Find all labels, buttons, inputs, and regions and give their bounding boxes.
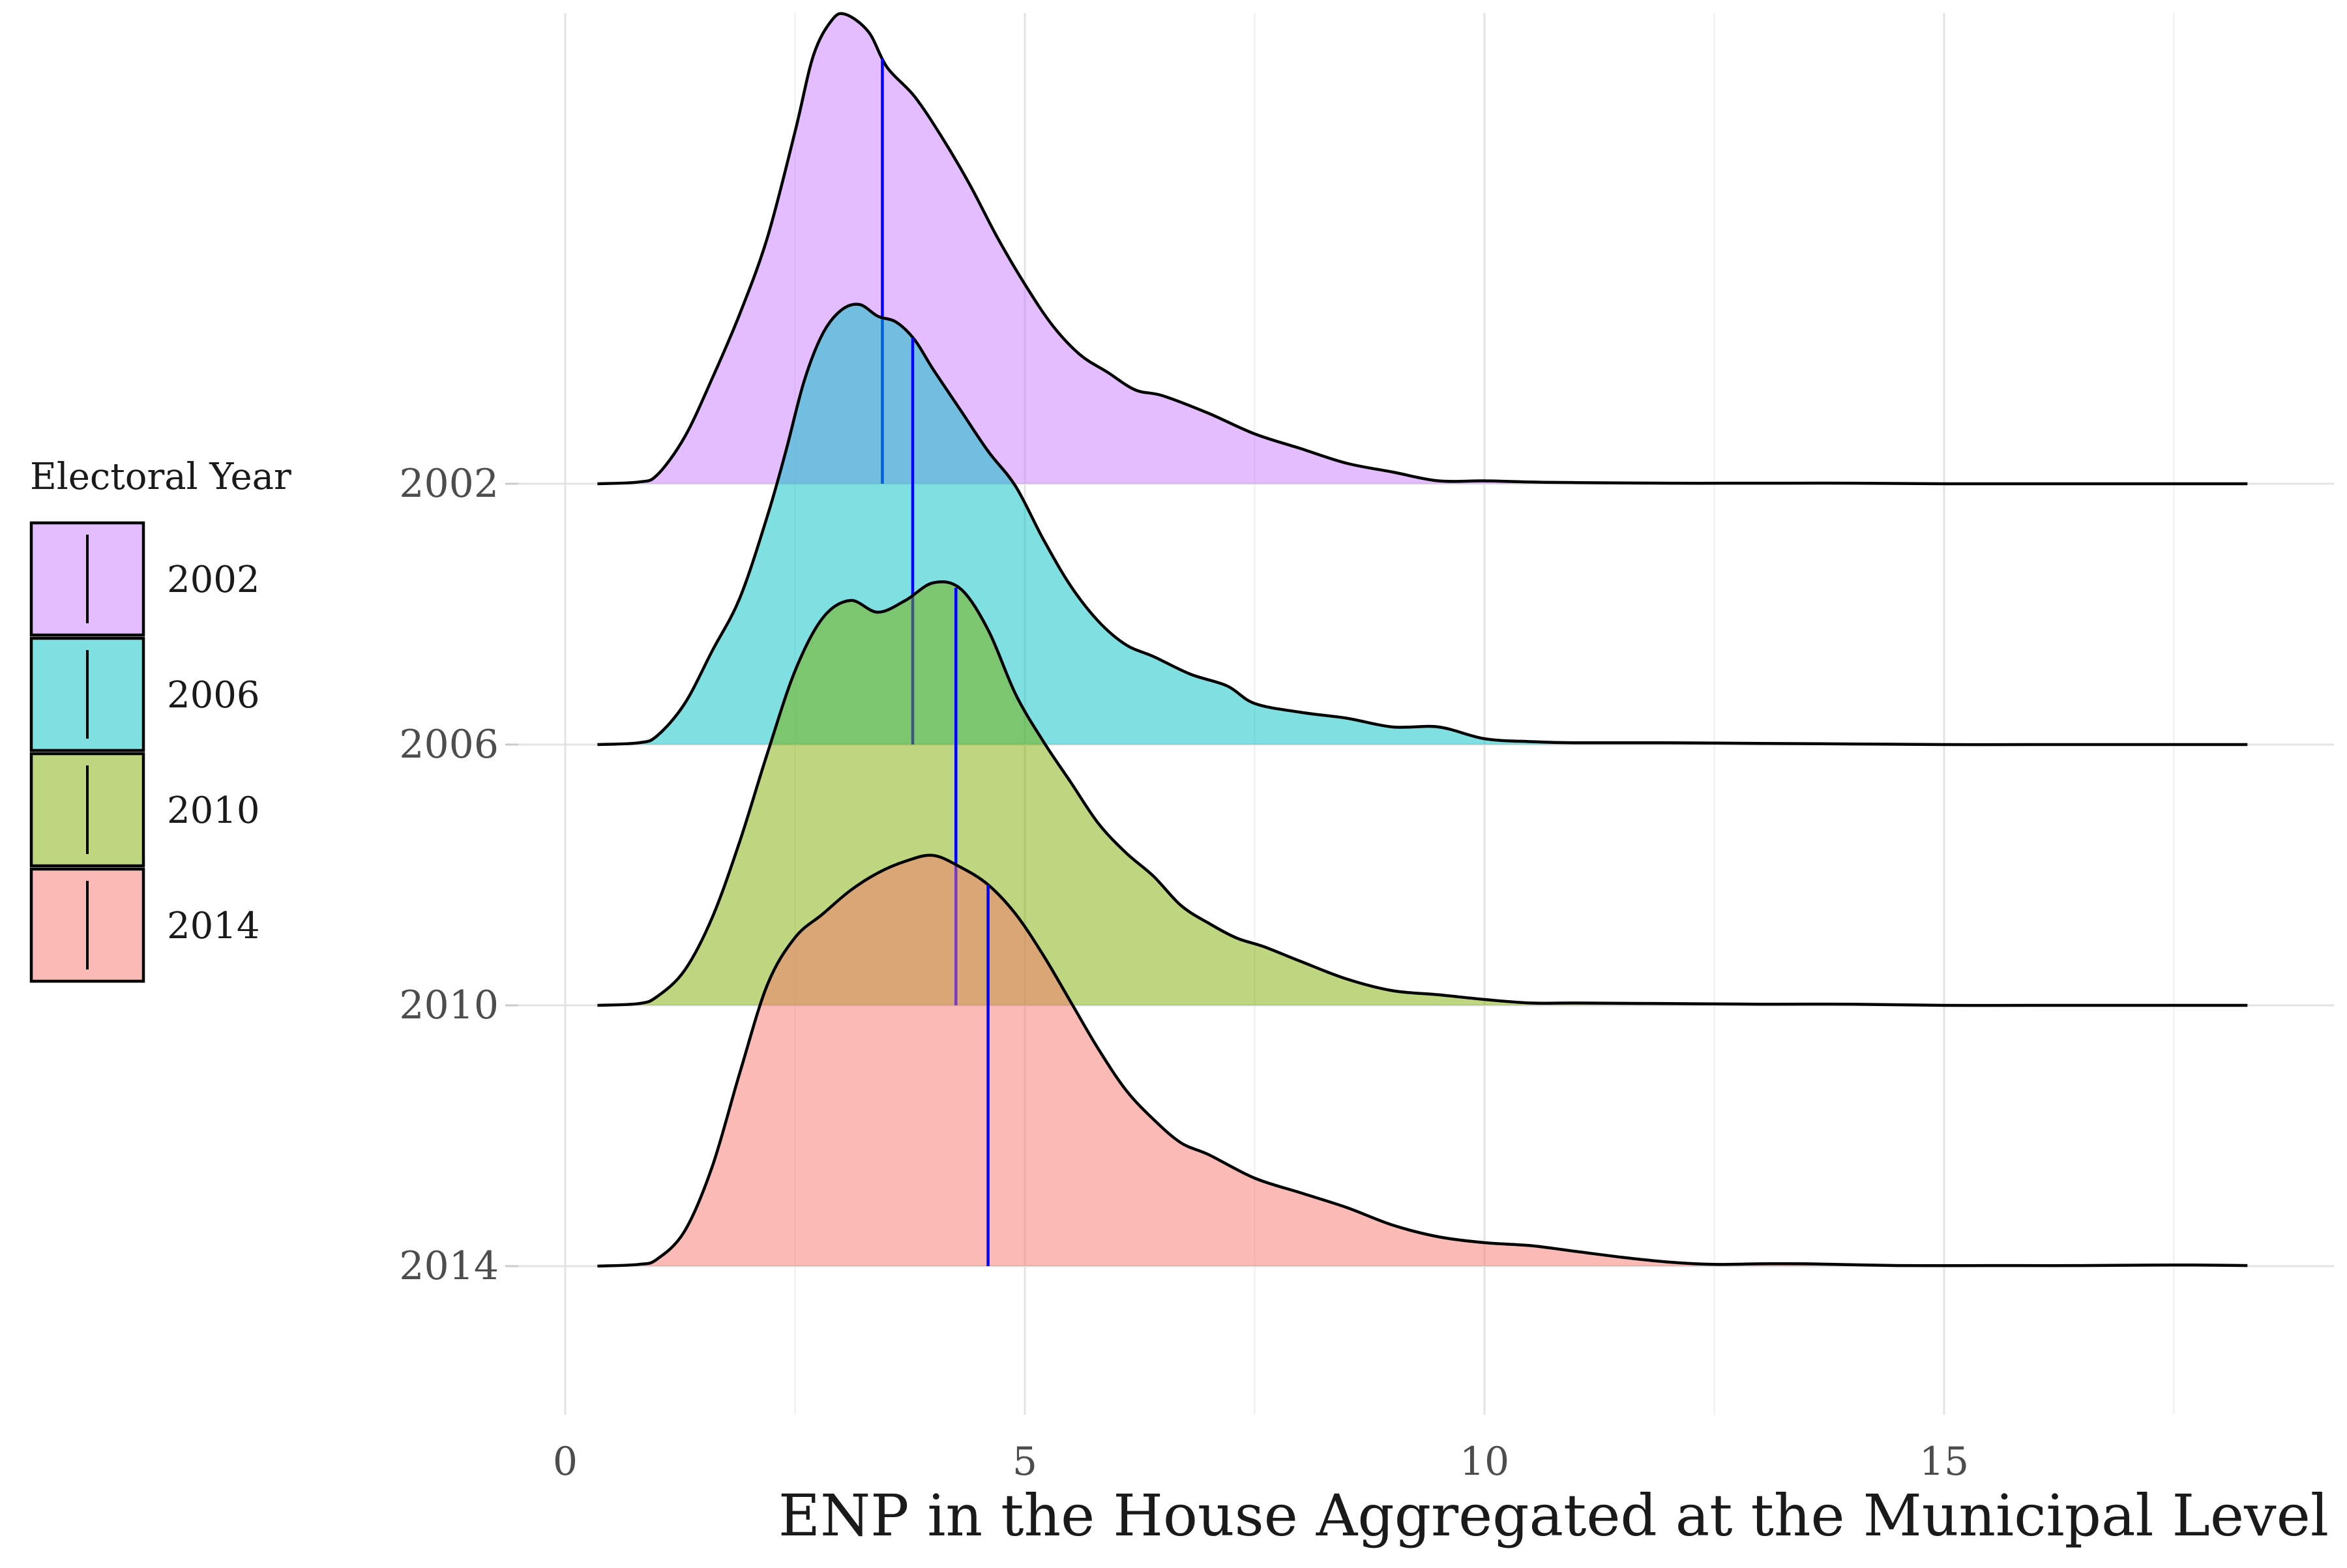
ridge-area-2014 — [597, 855, 2248, 1266]
ridge-area-2006 — [597, 304, 2248, 745]
x-axis-title: ENP in the House Aggregated at the Munic… — [778, 1482, 2329, 1549]
ridge-2014 — [597, 853, 2248, 1268]
ridge-area-2002 — [597, 13, 2248, 484]
x-tick-label: 5 — [1012, 1439, 1037, 1485]
x-tick-labels: 0 5 10 15 — [553, 1439, 1969, 1485]
y-tick-labels: 2002 2006 2010 2014 — [399, 461, 499, 1289]
ridge-area-2010 — [597, 582, 2248, 1006]
y-tick-label: 2014 — [399, 1243, 499, 1289]
x-tick-label: 15 — [1919, 1439, 1969, 1485]
legend-item-2002: 2002 — [29, 521, 260, 637]
legend-item-2006: 2006 — [29, 636, 260, 752]
x-tick-label: 0 — [553, 1439, 578, 1485]
ridge-outline-2014 — [597, 853, 2248, 1268]
legend-label-2006: 2006 — [167, 674, 260, 717]
legend-label-2010: 2010 — [167, 790, 260, 832]
ridge-layer — [597, 12, 2248, 1268]
legend-item-2010: 2010 — [29, 752, 260, 868]
legend-item-2014: 2014 — [29, 867, 260, 983]
legend-label-2014: 2014 — [167, 905, 260, 947]
x-tick-label: 10 — [1460, 1439, 1509, 1485]
y-tick-label: 2002 — [399, 461, 499, 507]
legend-label-2002: 2002 — [167, 559, 260, 601]
ridge-outline-2006 — [597, 303, 2248, 747]
y-tick-label: 2006 — [399, 722, 499, 767]
ridge-outline-2010 — [597, 580, 2248, 1007]
legend-keys: 2002 2006 2010 2014 — [29, 521, 260, 983]
ridge-outline-2002 — [597, 12, 2248, 486]
legend: Electoral Year 2002 2006 2010 2014 — [29, 456, 291, 983]
y-tick-label: 2010 — [399, 983, 499, 1028]
legend-title: Electoral Year — [30, 456, 291, 498]
